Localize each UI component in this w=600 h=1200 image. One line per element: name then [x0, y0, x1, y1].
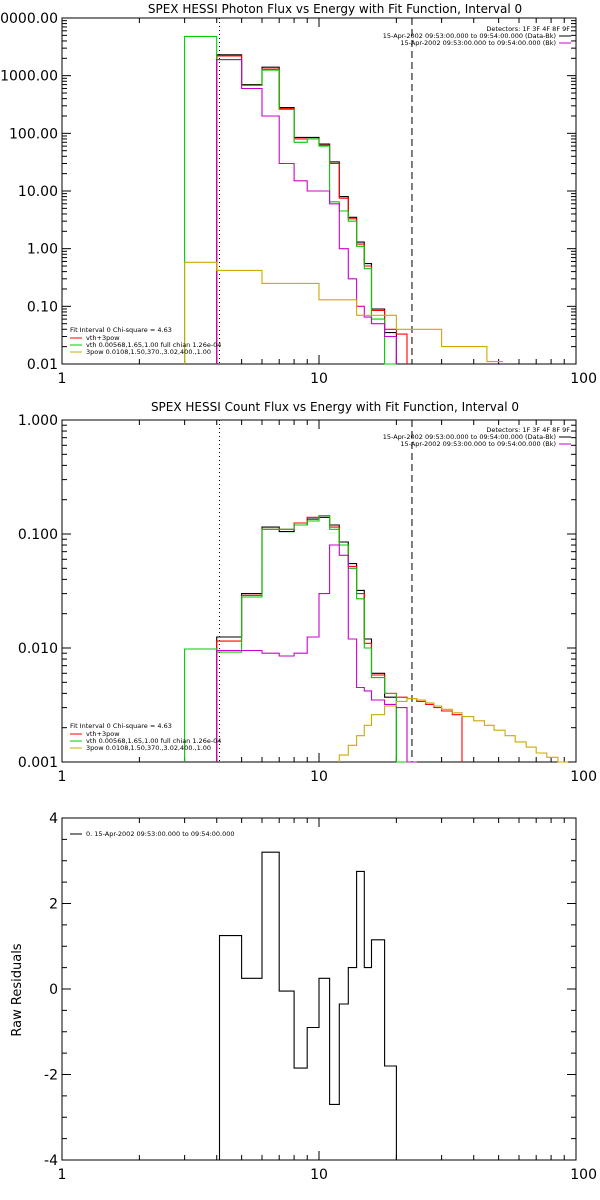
- series-line-1: [216, 55, 408, 364]
- photon-flux-title: SPEX HESSI Photon Flux vs Energy with Fi…: [148, 2, 522, 16]
- y-tick-label: 0: [49, 982, 58, 998]
- y-tick-label: 1.000: [18, 413, 58, 429]
- y-tick-label: 0000.00: [0, 11, 58, 27]
- residuals-legend: 0. 15-Apr-2002 09:53:00.000 to 09:54:00.…: [86, 830, 235, 838]
- y-tick-label: -2: [44, 1068, 58, 1084]
- x-tick-label: 10: [310, 371, 328, 387]
- residuals-axes: 1 10 100 -4 -2 0 2 4: [44, 811, 597, 1183]
- photon-flux-fit-vth: vth 0.00568,1.65,1.00 full chian 1.26e-0…: [86, 341, 221, 349]
- x-tick-label: 100: [570, 1167, 597, 1183]
- photon-flux-fit-pow: 3pow 0.0108,1.50,370.,3.02,400.,1.00: [86, 348, 211, 356]
- x-tick-label: 1: [58, 769, 67, 785]
- y-tick-label: 1.00: [27, 242, 58, 258]
- series-line-2: [184, 515, 407, 763]
- residuals-ylabel: Raw Residuals: [10, 943, 25, 1036]
- count-flux-top-legend: Detectors: 1F 3F 4F 8F 9F 15-Apr-2002 09…: [383, 426, 571, 448]
- photon-flux-legend-bk: 15-Apr-2002 09:53:00.000 to 09:54:00.000…: [400, 39, 556, 47]
- y-tick-label: 4: [49, 811, 58, 827]
- photon-flux-detectors: Detectors: 1F 3F 4F 8F 9F: [486, 25, 570, 33]
- photon-flux-fit-total: vth+3pow: [86, 334, 120, 342]
- y-tick-label: 0.10: [27, 299, 58, 315]
- y-tick-label: 0.010: [18, 641, 58, 657]
- photon-flux-panel: SPEX HESSI Photon Flux vs Energy with Fi…: [0, 2, 597, 387]
- residuals-panel: 1 10 100 -4 -2 0 2 4 Raw Residuals 0. 15-Apr-20…: [10, 811, 597, 1183]
- y-tick-label: 0.100: [18, 527, 58, 543]
- count-flux-fit-vth: vth 0.00568,1.65,1.00 full chian 1.26e-0…: [86, 737, 221, 745]
- count-flux-detectors: Detectors: 1F 3F 4F 8F 9F: [486, 426, 570, 434]
- photon-flux-fit-legend: Fit Interval 0 Chi-square = 4.63 vth+3po…: [70, 326, 221, 356]
- y-tick-label: 0.01: [27, 357, 58, 373]
- y-tick-label: -4: [44, 1153, 58, 1169]
- y-tick-label: 2: [49, 897, 58, 913]
- count-flux-legend-bk: 15-Apr-2002 09:53:00.000 to 09:54:00.000…: [400, 440, 556, 448]
- x-tick-label: 100: [570, 769, 597, 785]
- count-flux-legend-data-bk: 15-Apr-2002 09:53:00.000 to 09:54:00.000…: [383, 433, 556, 441]
- count-flux-fit-legend: Fit Interval 0 Chi-square = 4.63 vth+3po…: [70, 722, 221, 752]
- x-tick-label: 10: [310, 1167, 328, 1183]
- series-line-4: [338, 698, 568, 763]
- x-tick-label: 1: [58, 371, 67, 387]
- count-flux-series: [184, 515, 568, 763]
- photon-flux-series: [184, 35, 503, 365]
- y-tick-label: 0.001: [18, 755, 58, 771]
- x-tick-label: 100: [570, 371, 597, 387]
- count-flux-panel: SPEX HESSI Count Flux vs Energy with Fit…: [18, 400, 597, 785]
- count-flux-frame: [61, 419, 577, 763]
- residuals-line: [218, 851, 407, 1161]
- photon-flux-markers: [218, 18, 413, 364]
- photon-flux-top-legend: Detectors: 1F 3F 4F 8F 9F 15-Apr-2002 09…: [383, 25, 571, 47]
- x-tick-label: 1: [58, 1167, 67, 1183]
- count-flux-axes: 1 10 100 0.001 0.010 0.100 1.000: [18, 413, 597, 785]
- series-line-3: [216, 59, 397, 364]
- count-flux-title: SPEX HESSI Count Flux vs Energy with Fit…: [151, 400, 519, 414]
- x-tick-label: 10: [310, 769, 328, 785]
- series-line-3: [216, 544, 417, 763]
- count-flux-markers: [218, 420, 413, 762]
- photon-flux-legend-data-bk: 15-Apr-2002 09:53:00.000 to 09:54:00.000…: [383, 32, 556, 40]
- count-flux-fit-pow: 3pow 0.0108,1.50,370.,3.02,400.,1.00: [86, 744, 211, 752]
- y-tick-label: 1000.00: [0, 69, 58, 85]
- count-flux-fit-chi: Fit Interval 0 Chi-square = 4.63: [70, 722, 172, 730]
- y-tick-label: 100.00: [9, 126, 58, 142]
- photon-flux-axes: 1 10 100 0.01 0.10 1.00 10.00 100.00 1000.00 0000…: [0, 11, 597, 387]
- y-tick-label: 10.00: [18, 184, 58, 200]
- power-law-line: [184, 261, 503, 364]
- residuals-series: [218, 851, 407, 1161]
- count-flux-fit-total: vth+3pow: [86, 730, 120, 738]
- photon-flux-fit-chi: Fit Interval 0 Chi-square = 4.63: [70, 326, 172, 334]
